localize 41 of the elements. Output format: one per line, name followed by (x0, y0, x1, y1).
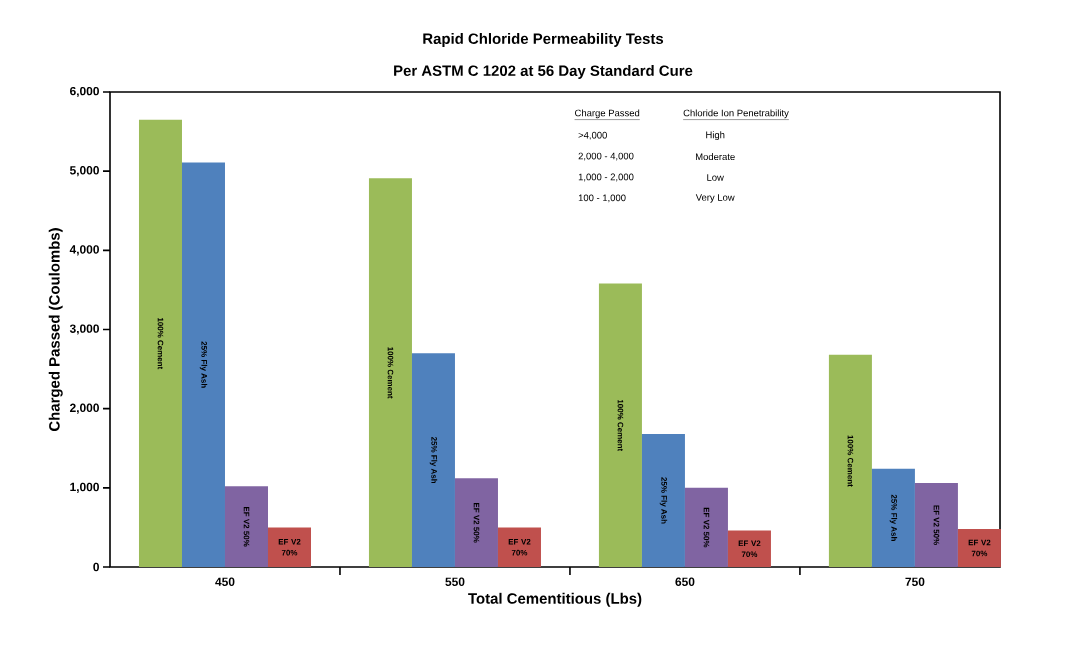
bar (224, 486, 268, 567)
bar (957, 529, 1001, 567)
bar (641, 434, 685, 567)
bar (268, 527, 311, 567)
x-tick-label: 750 (905, 577, 925, 586)
bar (454, 478, 498, 567)
y-tick-label: 6,000 (70, 86, 99, 98)
y-tick-label: 5,000 (69, 166, 99, 177)
annotation: 100 - 1,000 (578, 194, 626, 203)
x-tick-label: 550 (445, 577, 465, 586)
annotation: Charge Passed (575, 109, 640, 119)
annotation: 2,000 - 4,000 (578, 152, 634, 161)
bar (871, 468, 915, 567)
bar (181, 162, 225, 567)
bar (138, 119, 182, 567)
chart-subtitle: Per ASTM C 1202 at 56 Day Standard Cure (394, 65, 693, 79)
bar (411, 353, 455, 567)
bar (914, 483, 958, 567)
bar (727, 530, 771, 567)
annotation: Moderate (695, 153, 735, 161)
bar (598, 283, 642, 567)
annotation: Very Low (695, 194, 735, 203)
y-axis-title: Charged Passed (Coulombs) (48, 228, 63, 432)
annotation: >4,000 (578, 131, 607, 140)
bar (684, 487, 728, 567)
x-tick-label: 450 (215, 577, 235, 586)
annotation: High (706, 131, 725, 141)
annotation: Chloride Ion Penetrability (683, 109, 789, 119)
y-tick-label: 3,000 (69, 324, 99, 335)
bar (497, 527, 541, 567)
x-tick-label: 650 (675, 577, 695, 586)
y-tick-label: 4,000 (69, 245, 99, 256)
x-axis-title: Total Cementitious (Lbs) (468, 592, 642, 607)
y-tick-label: 0 (93, 562, 99, 572)
chart-title: Rapid Chloride Permeability Tests (423, 33, 664, 47)
annotation: Low (707, 174, 724, 181)
y-tick-label: 1,000 (70, 482, 99, 493)
bar (828, 354, 872, 567)
y-tick-label: 2,000 (69, 403, 99, 414)
bar (368, 178, 412, 567)
annotation: 1,000 - 2,000 (578, 173, 634, 182)
